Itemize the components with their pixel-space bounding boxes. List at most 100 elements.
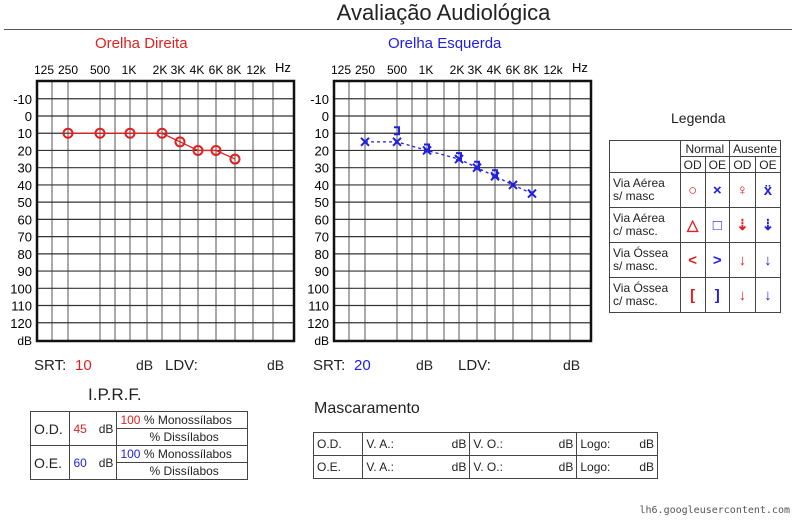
x-tick-label: 500 [387,63,407,77]
y-tick-label: 20 [315,143,329,158]
bone-data-point [456,152,462,162]
x-tick-label: 8K [227,63,242,77]
legend-row: Via Óssea s/ masc. < > ↓ ↓ [609,242,782,278]
plot-border [332,79,593,343]
y-tick-label: 80 [18,247,32,262]
legend-oe: OE [754,156,782,173]
x-tick-label: 6K [506,63,521,77]
masc-od: O.D. [312,432,364,456]
legend-symbol-icon: > [704,242,730,278]
y-tick-label: 110 [308,299,329,314]
masc-unit: dB [558,437,574,451]
y-tick-label: 0 [25,109,32,124]
x-tick-label: 12k [246,63,266,77]
x-tick-label: 250 [355,63,375,77]
legend-symbol-icon: □ [704,207,730,243]
data-point [360,137,370,147]
series-line [365,141,533,195]
legend-title: Legenda [671,110,726,126]
legend-row: Via Aérea s/ masc ○ × ♀ ẍ [609,172,782,208]
audiogram-right: 125 250 500 1K 2K 3K 4K 6K 8K 12k Hz -10 0 10 20 30 40 50… [10,60,296,348]
page-title: Avaliação Audiológica [336,0,551,25]
x-tick-label: 500 [90,63,110,77]
legend-symbol-icon: [ [679,277,706,313]
masc-unit: dB [639,460,654,474]
x-tick-label: 8K [524,63,539,77]
bone-data-point [492,169,498,179]
legend-symbol-icon: ○ [679,172,706,208]
y-tick-label: 90 [18,264,32,279]
left-ear-title: Orelha Esquerda [388,35,502,52]
legend-od: OD [679,156,706,173]
masc-unit: dB [558,460,574,474]
x-tick-label: 125 [34,63,54,77]
ldv-label-right: LDV: [165,357,198,374]
legend-symbol-icon: ⇣ [754,207,782,243]
data-point [210,144,222,156]
x-unit-label: Hz [572,60,588,75]
y-tick-label: 100 [307,281,329,296]
x-unit-label: Hz [275,60,291,75]
masc-vo: V. O.: [473,437,503,451]
x-tick-label: 3K [171,63,186,77]
y-tick-label: 90 [315,264,329,279]
iprf-od-db: 45 [73,421,87,436]
srt-label-right: SRT: [34,357,67,374]
masc-vo: V. O.: [473,460,503,474]
masc-va: V. A.: [366,460,394,474]
legend-od: OD [728,156,756,173]
ldv-label-left: LDV: [458,357,491,374]
y-tick-label: 10 [315,126,329,141]
y-tick-label: 30 [18,161,32,176]
divider [4,29,792,30]
ldv-unit-left: dB [563,357,581,373]
iprf-oe-db: 60 [73,455,87,470]
masc-va: V. A.: [366,437,394,451]
bone-data-point [394,126,400,136]
data-point [174,136,186,148]
y-tick-label: 20 [18,143,32,158]
y-unit-label: dB [314,334,329,348]
y-tick-label: 30 [315,161,329,176]
srt-value-right: 10 [75,357,92,374]
srt-unit-right: dB [136,357,154,373]
data-point [392,137,402,147]
legend-oe: OE [704,156,730,173]
y-tick-label: 100 [10,281,32,296]
y-tick-label: -10 [13,92,32,107]
legend-normal: Normal [679,140,730,157]
y-tick-label: 110 [11,299,32,314]
y-tick-label: 70 [315,230,329,245]
legend-row-label: Via Óssea c/ masc. [609,277,681,313]
iprf-oe-mono: 100 [120,447,141,461]
ldv-unit-right: dB [267,357,285,373]
y-tick-label: 80 [315,247,329,262]
y-tick-label: 70 [18,230,32,245]
footer-url: lh6.googleusercontent.com [639,505,790,516]
masc-oe: O.E. [312,455,364,479]
iprf-unit: dB [98,421,114,436]
iprf-dis-label: % Dissílabos [116,428,248,446]
y-tick-label: 60 [315,212,329,227]
srt-value-left: 20 [354,357,371,374]
y-tick-label: 60 [18,212,32,227]
legend-symbol-icon: ↓ [754,242,782,278]
masc-logo: Logo: [580,460,611,474]
legend-row: Via Óssea c/ masc.[] ↓ ↓ [609,277,782,313]
masc-table: O.D. V. A.: dB V. O.: dB Logo: dB O.E. V. A… [312,432,658,479]
data-point [62,127,74,139]
data-point [124,127,136,139]
y-tick-label: 40 [18,178,32,193]
legend-symbol-icon: ẍ [754,172,782,208]
x-tick-label: 2K [153,63,168,77]
audiogram-left: 125 250 500 1K 2K 3K 4K 6K 8K 12k Hz -10 0 10 20 30 40 50… [307,60,593,348]
x-tick-label: 250 [58,63,78,77]
masc-unit: dB [451,437,467,451]
y-tick-label: 50 [315,195,329,210]
legend-symbol-icon: ⇣ [728,207,756,243]
legend-row-label: Via Aérea c/ masc. [609,207,681,243]
legend-table: Normal Ausente OD OE OD OE Via Aérea s/ masc ○… [609,140,782,313]
y-tick-label: 10 [18,126,32,141]
x-tick-label: 3K [468,63,483,77]
legend-symbol-icon: × [704,172,730,208]
